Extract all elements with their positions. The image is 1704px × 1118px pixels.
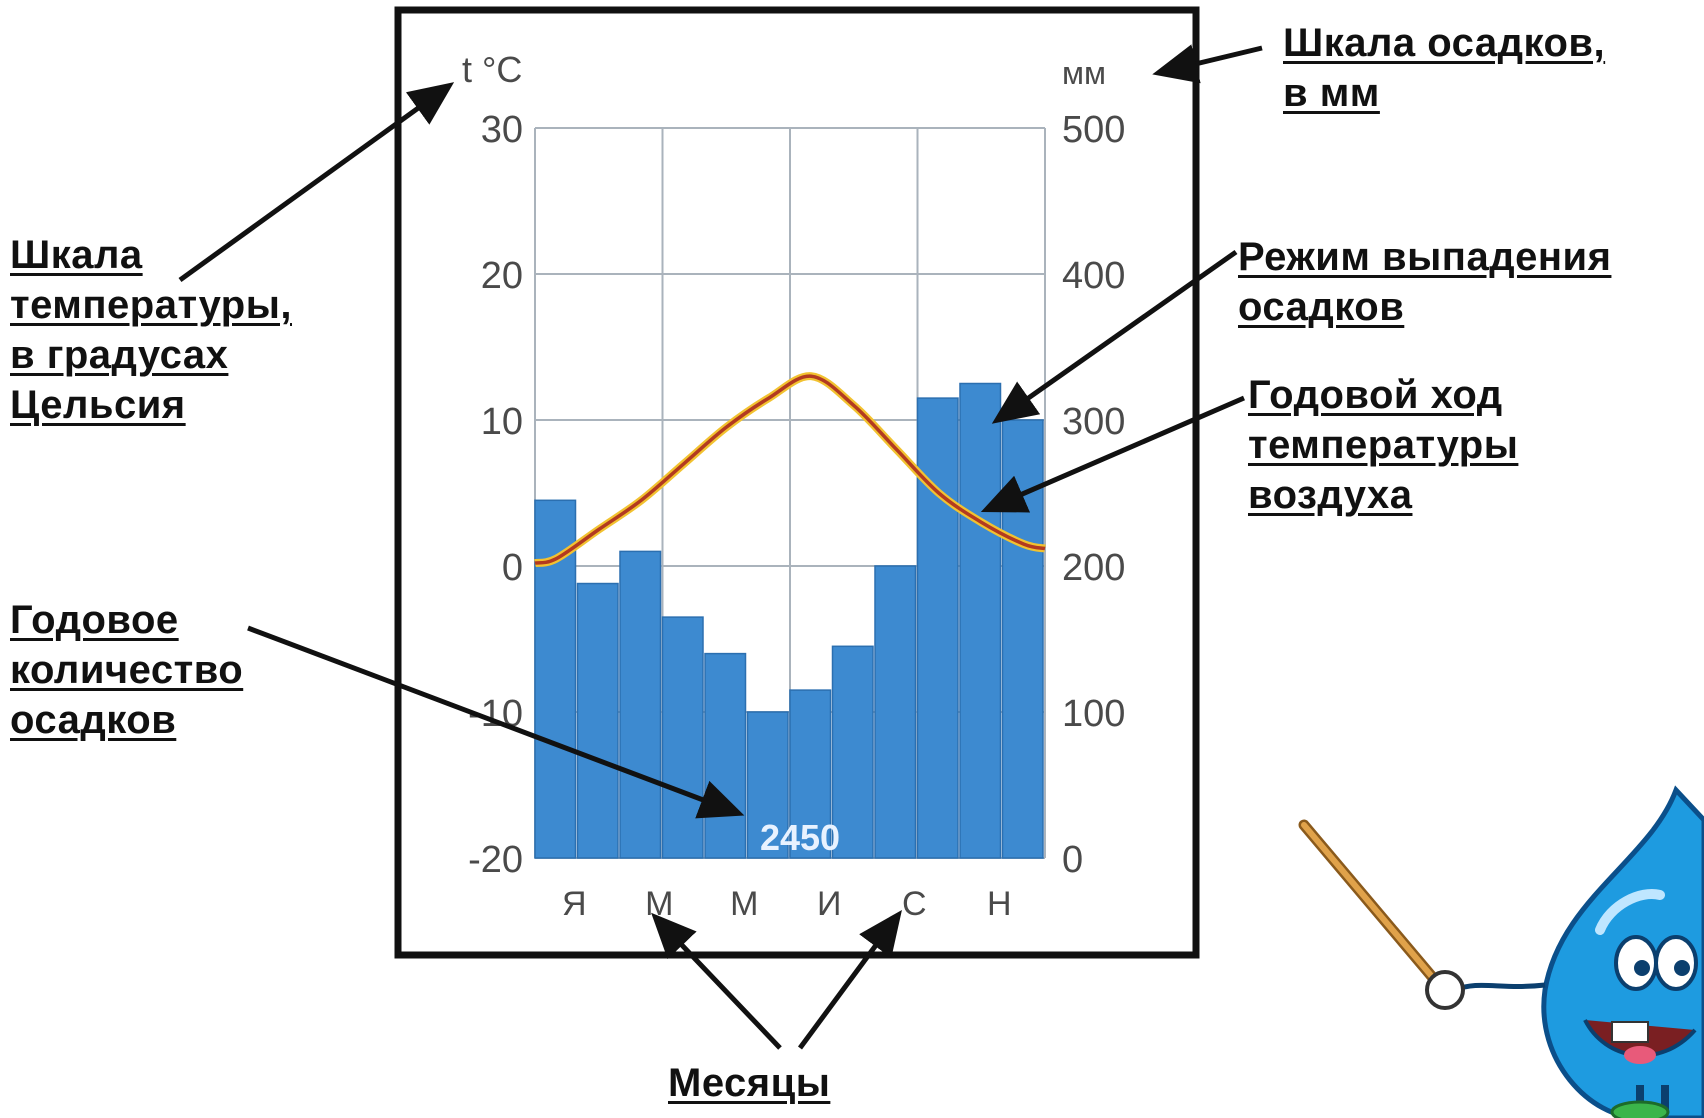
precip-tick-label: 500 <box>1062 109 1125 151</box>
annotation-arrows <box>178 44 1263 1050</box>
temp-course-line-2: температуры <box>1248 423 1519 467</box>
temp-scale-line-3: в градусах <box>10 333 229 377</box>
annual-amount-line-1: Годовое <box>10 598 179 642</box>
precip-bar <box>916 397 959 859</box>
month-tick-label: И <box>817 885 841 923</box>
precip-bar <box>619 550 662 859</box>
arrow-temp-scale <box>178 82 455 283</box>
temp-tick-label: -20 <box>468 839 523 881</box>
temp-tick-label: 20 <box>481 255 523 297</box>
temperature-curve <box>534 372 1046 568</box>
temp-scale-label: Шкала температуры, в градусах Цельсия <box>10 230 292 430</box>
temp-course-line-1: Годовой ход <box>1248 373 1503 417</box>
annual-amount-label: Годовое количество осадков <box>10 595 243 745</box>
precip-tick-label: 0 <box>1062 839 1083 881</box>
precip-bar <box>576 582 619 859</box>
arrow-months-right <box>797 909 902 1050</box>
precipitation-bars <box>534 382 1044 859</box>
arrow-annual-amount <box>247 625 745 819</box>
annual-amount-line-2: количество <box>10 648 244 692</box>
precip-tick-label: 400 <box>1062 255 1125 297</box>
precip-tick-label: 100 <box>1062 693 1125 735</box>
precip-bar <box>789 689 832 859</box>
precip-bar <box>959 382 1002 859</box>
precip-bar <box>661 616 704 859</box>
precip-regime-line-2: осадков <box>1238 285 1405 329</box>
precip-unit-label: мм <box>1062 55 1106 91</box>
precip-scale-label: Шкала осадков, в мм <box>1283 18 1605 118</box>
arrow-months-left <box>651 912 782 1050</box>
temp-course-line-3: воздуха <box>1248 473 1413 517</box>
arrow-precip-regime <box>991 249 1238 424</box>
temp-tick-label: 10 <box>481 401 523 443</box>
month-tick-label: Я <box>562 885 587 923</box>
temp-tick-label: 0 <box>502 547 523 589</box>
precip-regime-line-1: Режим выпадения <box>1238 235 1612 279</box>
precip-bar <box>874 565 917 859</box>
annual-total-value: 2450 <box>760 817 840 858</box>
precip-tick-label: 300 <box>1062 401 1125 443</box>
month-tick-label: М <box>645 885 673 923</box>
temp-scale-line-4: Цельсия <box>10 383 186 427</box>
temp-unit-label: t °C <box>462 49 522 90</box>
month-tick-label: Н <box>987 885 1012 923</box>
precip-scale-line-1: Шкала осадков, <box>1283 21 1606 65</box>
annual-amount-line-3: осадков <box>10 698 177 742</box>
months-label: Месяцы <box>668 1061 831 1105</box>
arrow-precip-scale <box>1152 44 1263 84</box>
month-tick-label: С <box>902 885 927 923</box>
temp-scale-line-2: температуры, <box>10 283 292 327</box>
water-drop-mascot-icon <box>1298 785 1704 1118</box>
temp-course-label: Годовой ход температуры воздуха <box>1248 370 1518 520</box>
month-tick-label: М <box>730 885 758 923</box>
precip-bar <box>746 711 789 859</box>
temp-scale-line-1: Шкала <box>10 233 143 277</box>
temp-tick-label: 30 <box>481 109 523 151</box>
precip-bar <box>831 645 874 859</box>
temp-curve-line <box>534 374 1046 565</box>
precip-regime-label: Режим выпадения осадков <box>1238 232 1611 332</box>
precip-scale-line-2: в мм <box>1283 71 1380 115</box>
arrow-temp-course <box>980 395 1245 513</box>
precip-tick-label: 200 <box>1062 547 1125 589</box>
precip-bar <box>704 652 747 859</box>
